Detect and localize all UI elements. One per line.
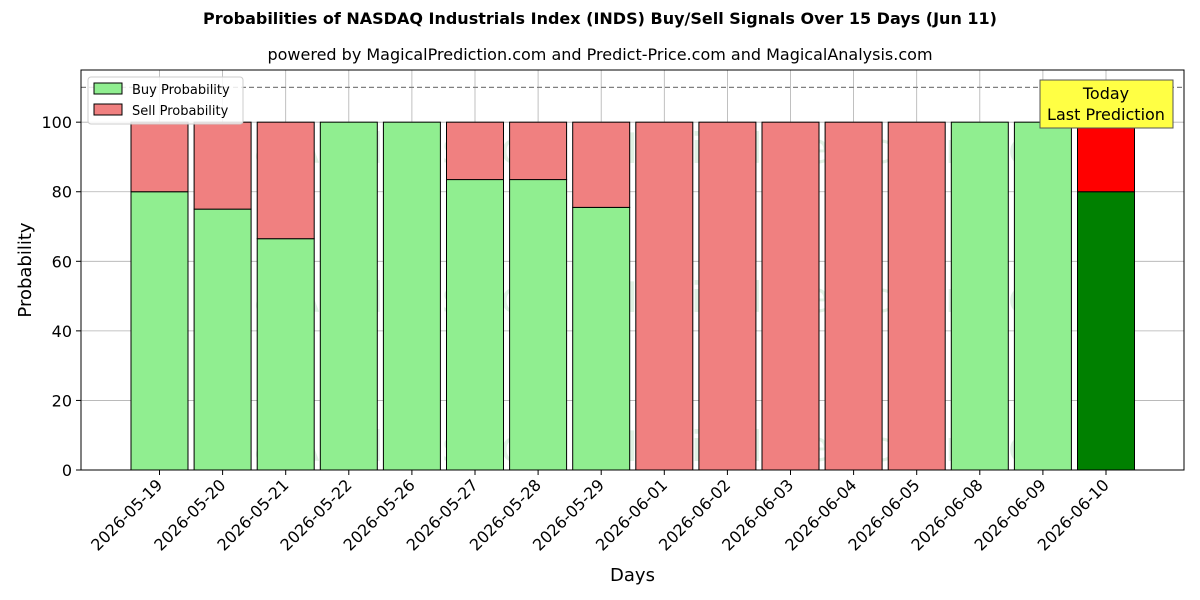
bar-buy-2026-06-09	[1013, 121, 1072, 471]
y-tick-label: 60	[52, 252, 72, 271]
chart-title: Probabilities of NASDAQ Industrials Inde…	[203, 9, 997, 28]
bar-sell-2026-06-04	[824, 121, 883, 471]
bar-sell-2026-06-03	[761, 121, 820, 471]
bar-buy-2026-06-10	[1077, 191, 1135, 471]
bar-sell-2026-05-21	[256, 121, 315, 240]
bar-sell-2026-06-10	[1077, 121, 1135, 193]
bar-sell-2026-05-27	[446, 121, 504, 181]
plot-frame	[80, 69, 1185, 471]
bar-buy-2026-05-19	[130, 191, 189, 471]
bar-buy-2026-05-26	[382, 121, 441, 471]
bar-buy-2026-05-20	[193, 208, 252, 471]
legend-swatch-buy	[93, 82, 123, 95]
y-tick-label: 0	[62, 461, 72, 480]
y-tick-label: 100	[41, 113, 72, 132]
bar-sell-2026-05-19	[130, 121, 189, 193]
y-axis-label: Probability	[15, 222, 36, 317]
bar-sell-2026-05-20	[193, 121, 252, 210]
annotation-line-1: Today	[1082, 84, 1129, 103]
bar-buy-2026-05-21	[256, 238, 315, 471]
today-annotation: Today Last Prediction	[1039, 79, 1174, 129]
y-tick-label: 80	[52, 183, 72, 202]
legend-label-buy: Buy Probability	[132, 83, 230, 98]
chart-subtitle: powered by MagicalPrediction.com and Pre…	[267, 45, 933, 64]
legend-box	[87, 76, 244, 125]
legend-label-sell: Sell Probability	[132, 104, 229, 119]
legend-swatch-sell	[93, 103, 123, 116]
x-axis-ticks: 2026-05-192026-05-202026-05-212026-05-22…	[87, 470, 1113, 555]
bar-sell-2026-05-29	[572, 121, 631, 208]
bar-buy-2026-05-22	[319, 121, 378, 471]
bars-layer	[130, 121, 1135, 471]
annotation-line-2: Last Prediction	[1047, 105, 1165, 124]
bar-buy-2026-05-28	[509, 179, 568, 471]
bar-buy-2026-05-29	[572, 206, 631, 471]
bar-sell-2026-05-28	[509, 121, 568, 181]
bar-sell-2026-06-05	[887, 121, 946, 471]
annotation-box	[1039, 79, 1174, 129]
bar-sell-2026-06-02	[698, 121, 757, 471]
y-tick-label: 20	[52, 391, 72, 410]
bar-buy-2026-05-27	[446, 179, 504, 471]
bar-sell-2026-06-01	[635, 121, 694, 471]
bar-buy-2026-06-08	[950, 121, 1009, 471]
y-axis-ticks: 0 20 40 60 80 100	[41, 113, 81, 480]
legend: Buy Probability Sell Probability	[87, 76, 244, 125]
y-tick-label: 40	[52, 322, 72, 341]
x-axis-label: Days	[610, 565, 655, 586]
